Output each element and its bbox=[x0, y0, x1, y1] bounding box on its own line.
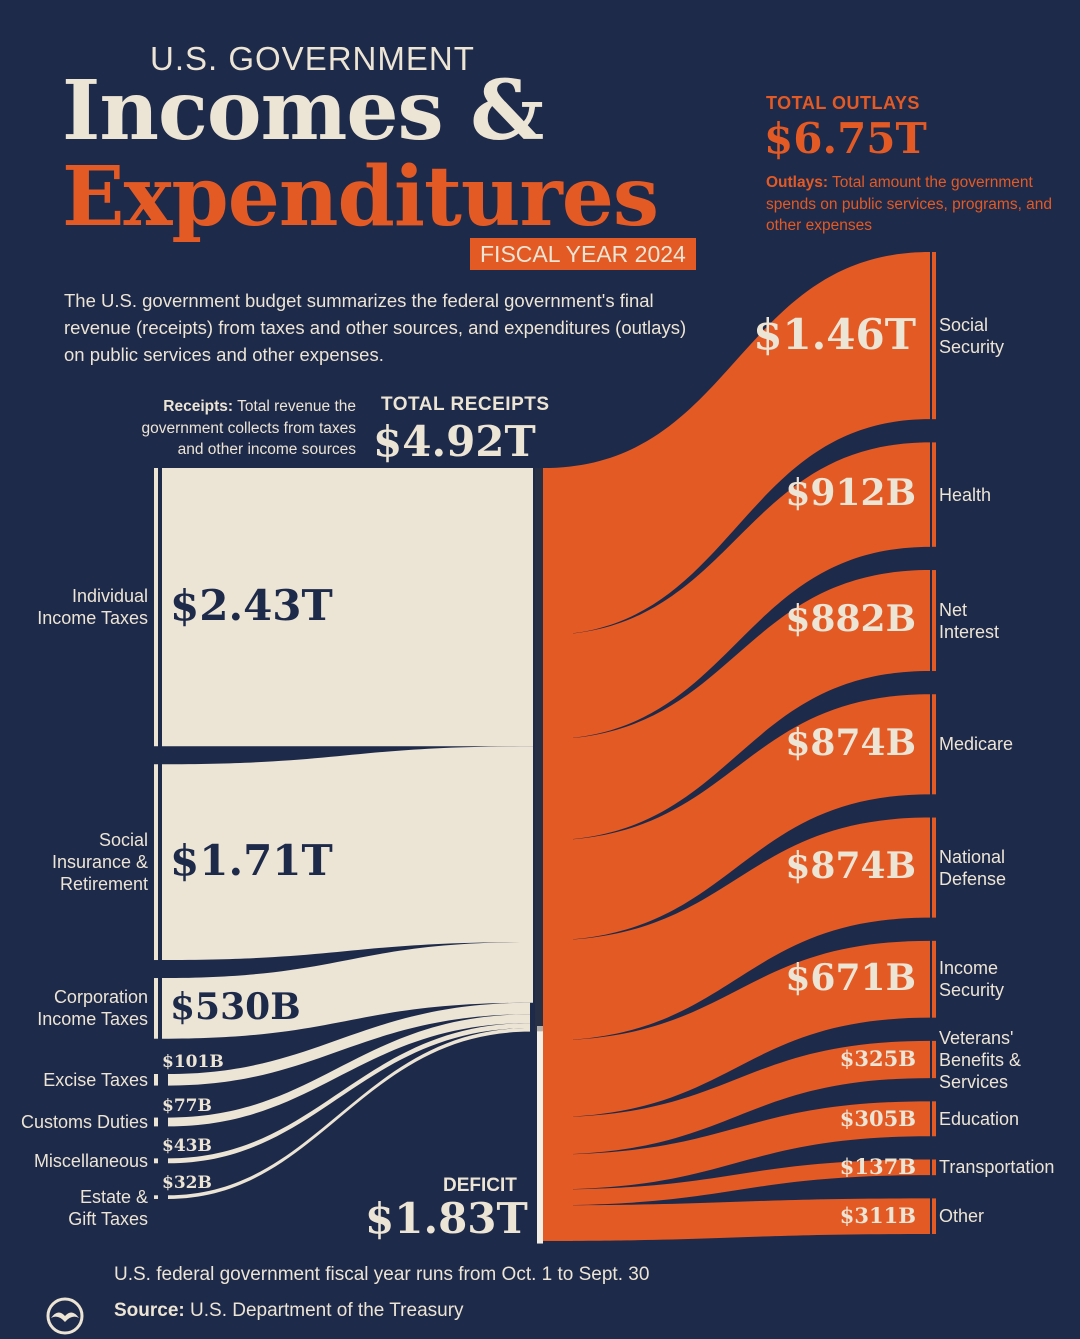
receipt-bar-estate-gift-taxes bbox=[154, 1195, 158, 1199]
receipt-value-corporation-income-taxes: $530B bbox=[170, 986, 301, 1029]
receipt-flow-individual-income-taxes bbox=[162, 468, 533, 747]
receipt-value-estate-gift-taxes: $32B bbox=[162, 1173, 212, 1194]
outlay-label-other: Other bbox=[939, 1206, 985, 1227]
total-outlays-label: TOTAL OUTLAYS bbox=[766, 93, 920, 113]
receipt-flow-social-insurance-retirement bbox=[162, 746, 533, 961]
outlay-flow-veterans-benefits-services bbox=[543, 1040, 930, 1155]
receipts-def-text: Total revenue the government collects fr… bbox=[141, 398, 356, 458]
receipt-value-customs-duties: $77B bbox=[162, 1095, 212, 1116]
receipt-value-miscellaneous: $43B bbox=[162, 1136, 212, 1157]
receipt-value-social-insurance-retirement: $1.71T bbox=[170, 836, 333, 886]
receipt-bar-corporation-income-taxes bbox=[154, 978, 158, 1039]
outlay-bar-social-security bbox=[932, 252, 936, 420]
outlays-definition: Outlays: Total amount the government spe… bbox=[766, 172, 1056, 237]
outlay-flow-transportation bbox=[543, 1159, 930, 1206]
deficit-value: $1.83T bbox=[365, 1194, 528, 1243]
outlays-def-term: Outlays: bbox=[766, 174, 829, 191]
receipt-flow-customs-duties bbox=[168, 1014, 530, 1127]
receipt-label-individual-income-taxes: Individual Income Taxes bbox=[37, 586, 148, 629]
outlay-flow-net-interest bbox=[543, 570, 930, 841]
receipt-label-social-insurance-retirement: Social Insurance & Retirement bbox=[51, 830, 148, 895]
outlays-pool bbox=[543, 468, 573, 1241]
total-outlays-value: $6.75T bbox=[764, 114, 927, 163]
outlay-flow-social-security bbox=[543, 252, 930, 636]
receipts-definition: Receipts: Total revenue the government c… bbox=[112, 396, 356, 461]
receipts-def-term: Receipts: bbox=[163, 398, 234, 415]
receipt-flow-excise-taxes bbox=[168, 1002, 530, 1086]
kicker: U.S. GOVERNMENT bbox=[150, 40, 475, 77]
receipt-value-individual-income-taxes: $2.43T bbox=[170, 581, 333, 631]
outlay-bar-veterans-benefits-services bbox=[932, 1040, 936, 1079]
outlay-flow-medicare bbox=[543, 694, 930, 941]
outlays-def-text: Total amount the government spends on pu… bbox=[766, 174, 1053, 234]
outlay-label-national-defense: National Defense bbox=[939, 846, 1007, 889]
outlay-flow-other bbox=[543, 1198, 930, 1241]
outlay-bar-national-defense bbox=[932, 817, 936, 918]
outlay-value-social-security: $1.46T bbox=[753, 309, 916, 359]
receipt-label-miscellaneous: Miscellaneous bbox=[33, 1150, 148, 1171]
receipt-label-estate-gift-taxes: Estate & Gift Taxes bbox=[68, 1187, 148, 1230]
outlay-label-veterans-benefits-services: Veterans' Benefits & Services bbox=[939, 1027, 1022, 1092]
outlay-value-health: $912B bbox=[785, 472, 916, 515]
outlay-flow-health bbox=[543, 442, 930, 740]
title-line-1: Incomes & bbox=[62, 63, 544, 159]
outlay-label-medicare: Medicare bbox=[939, 734, 1014, 755]
outlay-label-social-security: Social Security bbox=[939, 314, 1005, 357]
fiscal-year-note: U.S. federal government fiscal year runs… bbox=[114, 1264, 650, 1285]
fiscal-year-badge: FISCAL YEAR 2024 bbox=[470, 238, 696, 270]
outlay-value-national-defense: $874B bbox=[785, 845, 916, 888]
outlay-value-education: $305B bbox=[839, 1105, 916, 1131]
deficit-label: DEFICIT bbox=[443, 1175, 517, 1196]
outlay-value-veterans-benefits-services: $325B bbox=[839, 1046, 916, 1072]
receipt-flow-corporation-income-taxes bbox=[162, 942, 533, 1039]
outlay-bar-other bbox=[932, 1198, 936, 1234]
outlay-bar-income-security bbox=[932, 940, 936, 1018]
outlay-label-health: Health bbox=[939, 484, 992, 505]
receipt-value-excise-taxes: $101B bbox=[162, 1052, 224, 1072]
source-line: Source: U.S. Department of the Treasury bbox=[114, 1300, 464, 1322]
outlay-bar-transportation bbox=[932, 1159, 936, 1176]
intro-text: The U.S. government budget summarizes th… bbox=[64, 290, 687, 365]
receipt-label-customs-duties: Customs Duties bbox=[20, 1111, 148, 1132]
deficit-bar bbox=[537, 1026, 543, 1244]
receipt-bar-excise-taxes bbox=[154, 1074, 158, 1086]
outlay-flow-education bbox=[543, 1101, 930, 1190]
outlay-value-other: $311B bbox=[839, 1203, 916, 1229]
title-line-2: Expenditures bbox=[62, 149, 659, 245]
receipt-bar-miscellaneous bbox=[154, 1158, 158, 1164]
outlay-label-transportation: Transportation bbox=[939, 1157, 1055, 1178]
outlay-label-income-security: Income Security bbox=[939, 958, 1005, 1001]
receipt-label-excise-taxes: Excise Taxes bbox=[43, 1069, 148, 1090]
outlay-bar-education bbox=[932, 1101, 936, 1137]
receipt-bar-social-insurance-retirement bbox=[154, 764, 158, 961]
outlay-flow-income-security bbox=[543, 940, 930, 1118]
receipt-bar-customs-duties bbox=[154, 1117, 158, 1127]
publisher-logo-icon bbox=[46, 1297, 84, 1335]
total-receipts-label: TOTAL RECEIPTS bbox=[381, 394, 550, 415]
source-term: Source: bbox=[114, 1300, 185, 1321]
outlay-label-education: Education bbox=[939, 1108, 1020, 1129]
receipt-label-corporation-income-taxes: Corporation Income Taxes bbox=[37, 987, 148, 1030]
receipt-bar-individual-income-taxes bbox=[154, 468, 158, 747]
outlay-flow-national-defense bbox=[543, 817, 930, 1041]
outlay-bar-health bbox=[932, 442, 936, 547]
outlay-value-medicare: $874B bbox=[785, 721, 916, 764]
source-text: U.S. Department of the Treasury bbox=[190, 1300, 464, 1321]
outlay-value-net-interest: $882B bbox=[785, 598, 916, 641]
outlay-value-income-security: $671B bbox=[785, 956, 916, 999]
pool-divider bbox=[535, 468, 543, 1032]
outlay-value-transportation: $137B bbox=[839, 1154, 916, 1180]
outlay-label-net-interest: Net Interest bbox=[939, 599, 1000, 642]
outlay-bar-net-interest bbox=[932, 570, 936, 672]
outlay-bar-medicare bbox=[932, 694, 936, 795]
total-receipts-value: $4.92T bbox=[373, 417, 536, 466]
